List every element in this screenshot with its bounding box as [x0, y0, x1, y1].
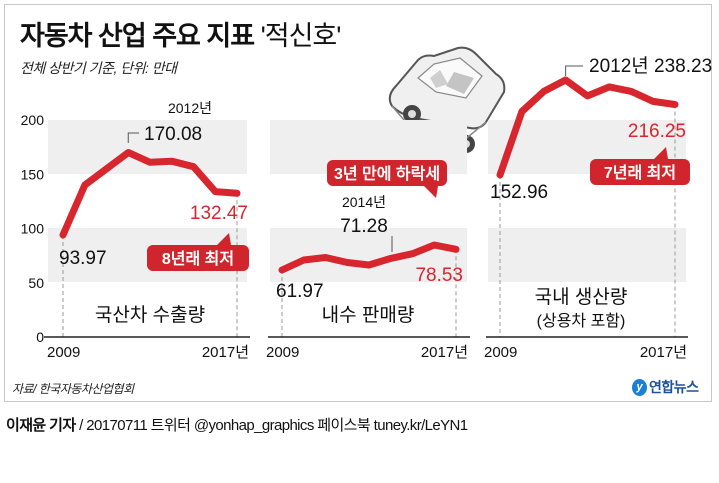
callout-8yr-low-tail [217, 233, 231, 245]
callout-7yr-low-text: 7년래 최저 [604, 163, 676, 182]
chart-panel-3: 2009 2017년 국내 생산량 (상용차 포함) 152.96 2012년 238.2… [484, 55, 712, 361]
x-tick-label: 2017년 [640, 344, 687, 361]
x-tick-label: 2009 [266, 344, 299, 361]
end-value-label: 216.25 [628, 121, 686, 142]
infographic-frame [4, 4, 712, 402]
callout-7yr-low-tail [654, 147, 668, 159]
peak-label: 2012년 238.23 [589, 55, 712, 77]
car-illustration-icon [388, 46, 506, 153]
panel-title: 내수 판매량 [322, 304, 415, 326]
x-tick-label: 2009 [484, 344, 517, 361]
logo-text: 연합뉴스 [649, 379, 699, 395]
yonhap-logo-icon: y [632, 378, 647, 396]
y-tick-label: 100 [21, 221, 45, 237]
y-tick-label: 0 [36, 329, 44, 345]
end-value-label: 78.53 [415, 265, 463, 286]
grid-band [270, 228, 467, 282]
start-value-label: 61.97 [276, 281, 324, 302]
x-tick-label: 2017년 [202, 344, 249, 361]
y-tick-label: 200 [21, 112, 45, 128]
credit-line: 이재윤 기자 / 20170711 트위터 @yonhap_graphics 페… [6, 414, 468, 435]
grid-band [488, 228, 686, 282]
title-main: 자동차 산업 주요 지표 [20, 21, 255, 51]
x-tick-label: 2009 [47, 344, 80, 361]
callout-3yr-decline-tail [424, 186, 438, 198]
credit-rest: / 20170711 트위터 @yonhap_graphics 페이스북 tun… [75, 417, 468, 434]
peak-value-label: 170.08 [144, 124, 202, 145]
source-note: 자료/ 한국자동차산업협회 [12, 382, 134, 396]
y-tick-label: 150 [21, 166, 45, 182]
peak-year-label: 2012년 [168, 100, 212, 116]
start-value-label: 152.96 [490, 182, 548, 203]
yonhap-logo: y 연합뉴스 [632, 377, 699, 397]
peak-leader-line [565, 65, 583, 76]
panel-subtitle: (상용차 포함) [537, 312, 626, 330]
y-tick-label: 50 [28, 275, 44, 291]
peak-leader-line [127, 132, 139, 143]
callout-8yr-low-box [147, 245, 249, 271]
chart-panel-1: 2009 2017년 0 50 100 150 200 국산차 수출량 93.97 2012년 17… [21, 100, 250, 361]
title-highlight: '적신호' [260, 21, 342, 51]
callout-3yr-decline-box [327, 160, 447, 186]
mid-value-label: 71.28 [340, 216, 388, 237]
subtitle: 전체 상반기 기준, 단위: 만대 [20, 60, 177, 76]
author: 이재윤 기자 [6, 417, 76, 434]
callout-3yr-decline-text: 3년 만에 하락세 [334, 164, 440, 183]
page-title: 자동차 산업 주요 지표 '적신호' [20, 14, 342, 53]
panel-title: 국내 생산량 [535, 286, 628, 308]
callout-7yr-low-box [590, 159, 690, 185]
x-tick-label: 2017년 [421, 344, 468, 361]
panel-title: 국산차 수출량 [95, 304, 205, 326]
start-value-label: 93.97 [59, 248, 107, 269]
mid-year-label: 2014년 [342, 194, 386, 210]
callout-8yr-low-text: 8년래 최저 [162, 249, 234, 268]
end-value-label: 132.47 [190, 203, 248, 224]
